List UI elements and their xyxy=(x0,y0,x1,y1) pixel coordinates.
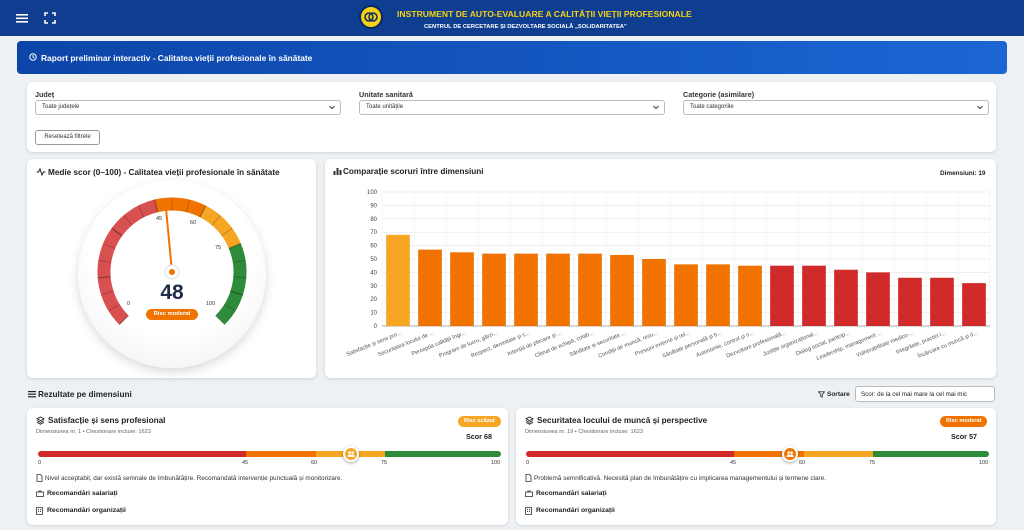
gauge-value: 48 xyxy=(160,281,184,304)
score-marker xyxy=(782,446,798,462)
fullscreen-icon[interactable] xyxy=(43,11,57,25)
sort-value: Scor: de la cel mai mare la cel mai mic xyxy=(861,391,967,398)
gauge-tick-0: 0 xyxy=(127,301,131,307)
score-scale-bar xyxy=(38,451,501,457)
layers-icon xyxy=(525,416,534,425)
comparison-title: Comparație scoruri între dimensiuni xyxy=(343,167,484,176)
chevron-down-icon xyxy=(653,105,659,110)
scale-tick-45: 45 xyxy=(242,460,249,466)
chevron-down-icon xyxy=(977,105,983,110)
scale-tick-60: 60 xyxy=(311,460,318,466)
sort-label: Sortare xyxy=(827,391,850,398)
dimension-score: Scor 68 xyxy=(466,432,492,441)
scale-tick-75: 75 xyxy=(869,460,876,466)
results-title: Rezultate pe dimensiuni xyxy=(38,390,132,399)
risk-badge: Risc scăzut xyxy=(458,416,501,427)
dimension-name: Securitatea locului de muncă și perspect… xyxy=(537,416,708,425)
filter-categorie-select[interactable]: Toate categoriile xyxy=(683,100,989,115)
scale-tick-45: 45 xyxy=(730,460,737,466)
filter-categorie-value: Toate categoriile xyxy=(690,104,734,110)
list-icon xyxy=(28,391,36,398)
comparison-card xyxy=(325,159,996,378)
dimension-count: Dimensiuni: 19 xyxy=(940,170,986,177)
filter-judet-label: Județ xyxy=(35,90,55,99)
users-icon xyxy=(786,451,794,457)
filters-card xyxy=(27,82,996,152)
scale-tick-75: 75 xyxy=(381,460,388,466)
briefcase-icon xyxy=(525,490,533,497)
score-scale-bar xyxy=(526,451,989,457)
recommendations-organizations-link[interactable]: Recomandări organizații xyxy=(47,507,126,514)
dimension-meta: Dimensiunea nr. 1 • Chestionare incluse:… xyxy=(36,429,151,435)
document-icon xyxy=(36,474,43,482)
scale-tick-60: 60 xyxy=(799,460,806,466)
dimension-card-2 xyxy=(516,408,996,525)
clock-icon xyxy=(29,53,37,61)
scale-tick-0: 0 xyxy=(526,460,530,466)
reset-filters-button[interactable]: Resetează filtrele xyxy=(35,130,100,145)
organization-logo xyxy=(359,5,383,29)
recommendations-employees-link[interactable]: Recomandări salariați xyxy=(47,490,118,497)
top-bar: INSTRUMENT DE AUTO-EVALUARE A CALITĂȚII … xyxy=(0,0,1024,36)
dimension-meta: Dimensiunea nr. 19 • Chestionare incluse… xyxy=(525,429,643,435)
building-icon xyxy=(36,507,43,515)
gauge-tick-45: 45 xyxy=(156,216,163,222)
dimension-name: Satisfacție și sens profesional xyxy=(48,416,166,425)
gauge-tick-100: 100 xyxy=(206,301,216,307)
report-title: Raport preliminar interactiv - Calitatea… xyxy=(41,53,313,63)
app-title: INSTRUMENT DE AUTO-EVALUARE A CALITĂȚII … xyxy=(397,9,692,19)
score-marker xyxy=(343,446,359,462)
menu-icon[interactable] xyxy=(15,11,29,25)
layers-icon xyxy=(36,416,45,425)
filter-judet-value: Toate județele xyxy=(42,104,80,110)
document-icon xyxy=(525,474,532,482)
dimension-score: Scor 57 xyxy=(951,432,977,441)
filter-unitate-value: Toate unitățile xyxy=(366,104,404,110)
dimension-note: Nivel acceptabil, dar există semnale de … xyxy=(45,475,343,482)
activity-icon xyxy=(36,168,46,176)
filter-categorie-label: Categorie (asimilare) xyxy=(683,90,755,99)
report-banner: Raport preliminar interactiv - Calitatea… xyxy=(17,41,1007,74)
gauge-title: Medie scor (0–100) - Calitatea vieții pr… xyxy=(48,168,280,177)
scale-tick-100: 100 xyxy=(491,460,501,466)
sort-select[interactable]: Scor: de la cel mai mare la cel mai mic xyxy=(855,386,995,402)
app-subtitle: CENTRUL DE CERCETARE ȘI DEZVOLTARE SOCIA… xyxy=(424,24,627,30)
gauge-tick-75: 75 xyxy=(215,245,222,251)
bar-chart-icon xyxy=(333,168,342,175)
filter-unitate-select[interactable]: Toate unitățile xyxy=(359,100,665,115)
chevron-down-icon xyxy=(329,105,335,110)
recommendations-employees-link[interactable]: Recomandări salariați xyxy=(536,490,607,497)
dimension-note: Problemă semnificativă. Necesită plan de… xyxy=(534,475,826,482)
dimension-card-1 xyxy=(27,408,508,525)
gauge-dial xyxy=(78,180,266,368)
filter-icon xyxy=(818,391,825,398)
risk-badge: Risc moderat xyxy=(940,416,988,427)
filter-unitate-label: Unitate sanitară xyxy=(359,90,413,99)
scale-tick-0: 0 xyxy=(38,460,42,466)
recommendations-organizations-link[interactable]: Recomandări organizații xyxy=(536,507,615,514)
scale-tick-100: 100 xyxy=(979,460,989,466)
filter-judet-select[interactable]: Toate județele xyxy=(35,100,341,115)
users-icon xyxy=(347,451,355,457)
briefcase-icon xyxy=(36,490,44,497)
gauge-risk-badge: Risc moderat xyxy=(146,309,198,320)
gauge-tick-60: 60 xyxy=(190,220,197,226)
building-icon xyxy=(525,507,532,515)
